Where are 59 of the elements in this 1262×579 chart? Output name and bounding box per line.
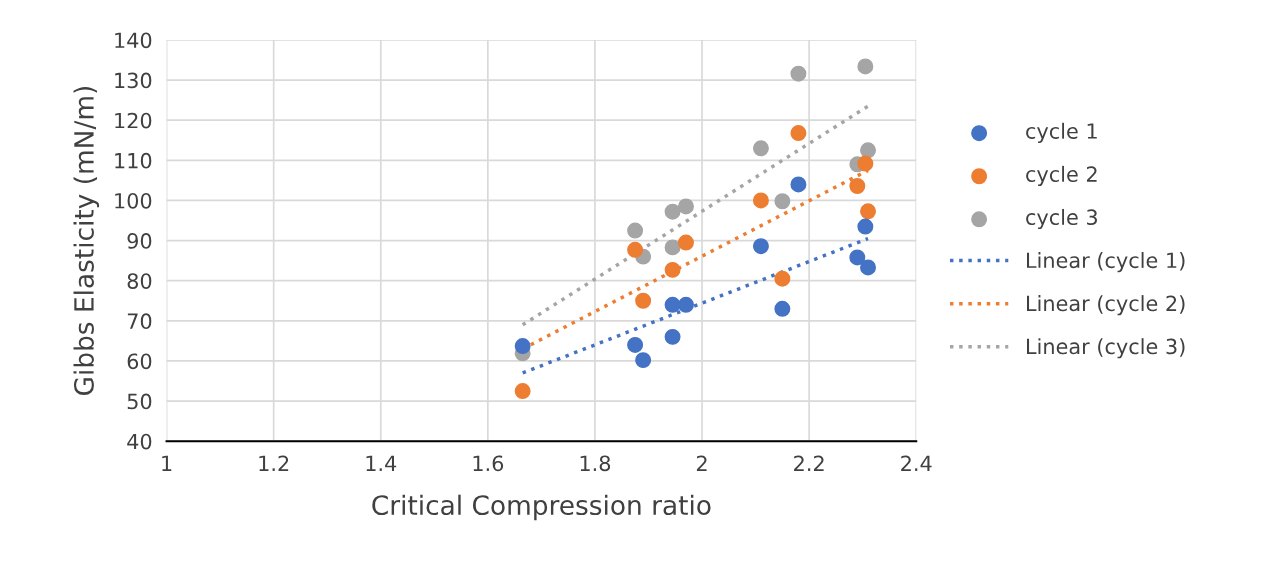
x-tick-label: 1.4 (366, 455, 397, 471)
x-tick-label: 1.2 (259, 455, 289, 471)
point (514, 383, 531, 400)
y-tick-label: 80 (127, 273, 152, 289)
y-tick-label: 40 (127, 433, 152, 450)
legend-label: Linear (cycle 3) (1027, 338, 1185, 359)
y-tick-label: 130 (115, 72, 152, 89)
point (860, 259, 877, 276)
y-tick-label: 120 (115, 112, 152, 129)
x-axis-title: Critical Compression ratio (372, 494, 711, 521)
point (860, 142, 877, 159)
point (664, 296, 681, 313)
point (677, 234, 694, 251)
point (664, 328, 681, 345)
point (774, 193, 791, 210)
point (849, 178, 866, 194)
point (752, 192, 769, 209)
x-tick-label: 2.4 (901, 455, 932, 471)
x-tick-label: 1 (162, 455, 172, 471)
x-tick-label: 2 (696, 455, 707, 471)
legend-label: Linear (cycle 1) (1027, 252, 1185, 273)
point (514, 338, 531, 355)
y-tick-label: 60 (127, 353, 152, 370)
y-tick-label: 70 (127, 313, 152, 330)
point (857, 218, 874, 235)
point (677, 296, 694, 313)
legend-label: Linear (cycle 2) (1027, 295, 1185, 316)
point (627, 336, 644, 353)
y-tick-label: 100 (115, 192, 152, 209)
y-axis-title: Gibbs Elasticity (mN/m) (73, 86, 100, 396)
x-tick-label: 2.2 (794, 455, 824, 471)
point (664, 203, 681, 220)
y-tick-label: 140 (115, 32, 152, 49)
y-tick-label: 50 (127, 393, 152, 410)
point (857, 155, 874, 172)
y-tick-label: 110 (115, 152, 152, 169)
point (790, 125, 807, 142)
y-tick-label: 90 (127, 233, 152, 249)
point (635, 292, 652, 309)
point (664, 239, 681, 256)
legend-label: cycle 1 (1026, 122, 1097, 143)
legend-label: cycle 2 (1026, 165, 1097, 187)
point (774, 270, 791, 287)
point (677, 198, 694, 215)
point (664, 261, 681, 278)
point (627, 222, 644, 239)
point (790, 176, 807, 193)
point (849, 249, 866, 266)
point (790, 65, 807, 82)
point (635, 352, 652, 369)
point (860, 203, 877, 220)
point (752, 238, 769, 255)
legend-label: cycle 3 (1026, 208, 1098, 230)
point (774, 300, 791, 317)
x-tick-label: 1.6 (473, 455, 504, 472)
point (857, 58, 874, 75)
point (627, 241, 644, 258)
point (752, 140, 769, 157)
x-tick-label: 1.8 (580, 455, 611, 472)
